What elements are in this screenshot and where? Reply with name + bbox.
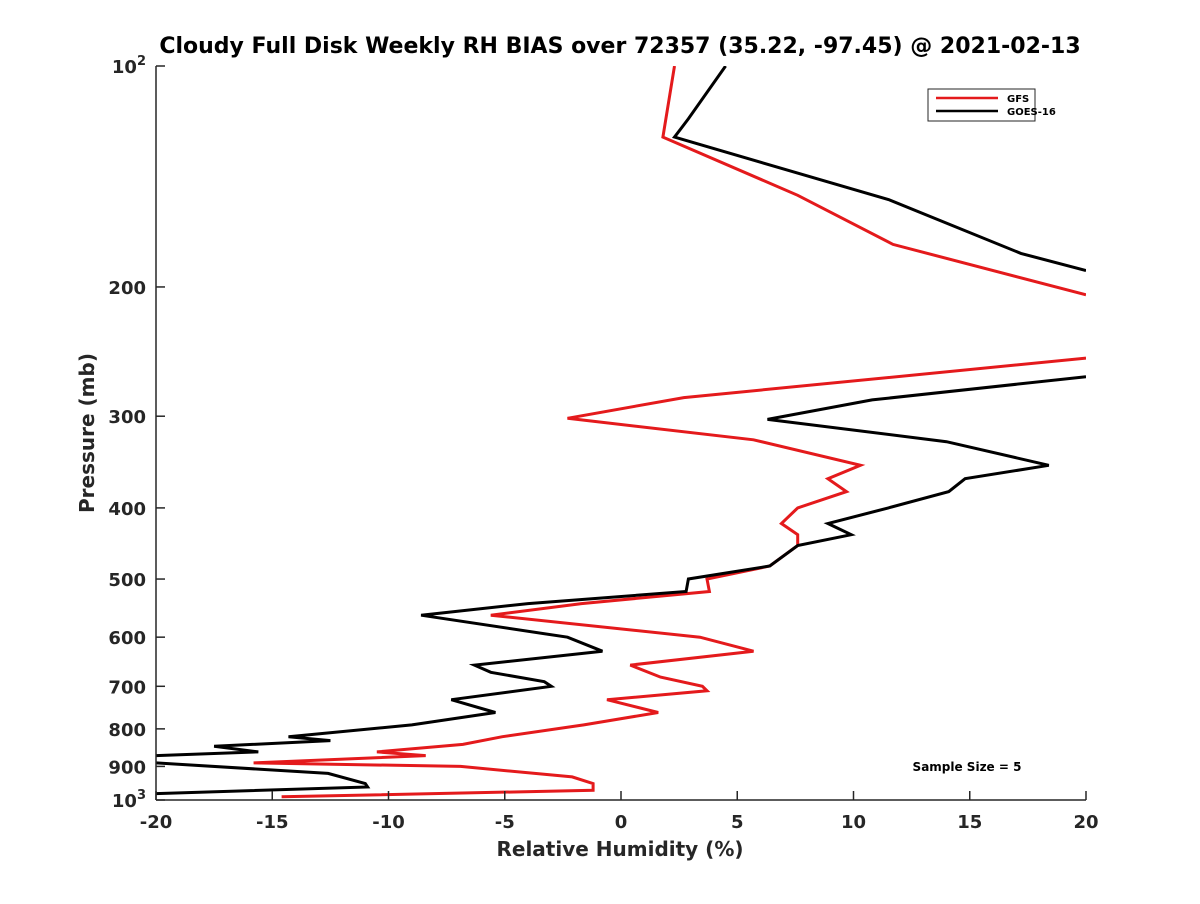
y-axis-label: Pressure (mb) [75, 353, 99, 513]
x-tick-label: -20 [140, 812, 173, 833]
y-tick-label-exponent: 2 [137, 54, 146, 69]
legend-label-gfs: GFS [1007, 94, 1029, 105]
x-tick-label: 15 [957, 812, 982, 833]
axes [155, 65, 1087, 801]
y-tick-label: 600 [108, 628, 146, 649]
y-tick-label-base: 10 [112, 791, 137, 812]
sample-size-annotation: Sample Size = 5 [913, 760, 1022, 774]
x-axis-label: Relative Humidity (%) [496, 837, 743, 861]
legend-label-goes-16: GOES-16 [1007, 107, 1056, 118]
y-tick-label: 500 [108, 570, 146, 591]
y-tick-label: 300 [108, 407, 146, 428]
legend-box [927, 88, 1036, 122]
y-tick-label: 700 [108, 677, 146, 698]
x-tick-label: 5 [731, 812, 744, 833]
y-tick-label: 800 [108, 720, 146, 741]
series-line-goes-16 [156, 66, 1086, 796]
chart-title: Cloudy Full Disk Weekly RH BIAS over 723… [159, 34, 1080, 59]
x-tick-label: 0 [615, 812, 628, 833]
x-tick-label: 20 [1073, 812, 1098, 833]
y-tick-label: 103 [112, 788, 146, 812]
series-line-gfs [253, 66, 1086, 799]
x-tick-label: -10 [372, 812, 405, 833]
y-tick-label: 400 [108, 499, 146, 520]
y-tick-label: 200 [108, 278, 146, 299]
x-tick-label: 10 [841, 812, 866, 833]
y-tick-label: 102 [112, 54, 146, 78]
y-tick-label-base: 10 [112, 57, 137, 78]
y-tick-label: 900 [108, 757, 146, 778]
tick-labels: -20 -15 -10 -5 0 5 10 15 20102200300400500600700… [108, 54, 1098, 833]
x-tick-label: -15 [256, 812, 289, 833]
series-layer [156, 66, 1086, 799]
legend: GFS GOES-16 [927, 88, 1056, 122]
y-tick-label-exponent: 3 [137, 788, 146, 803]
x-tick-label: -5 [495, 812, 515, 833]
